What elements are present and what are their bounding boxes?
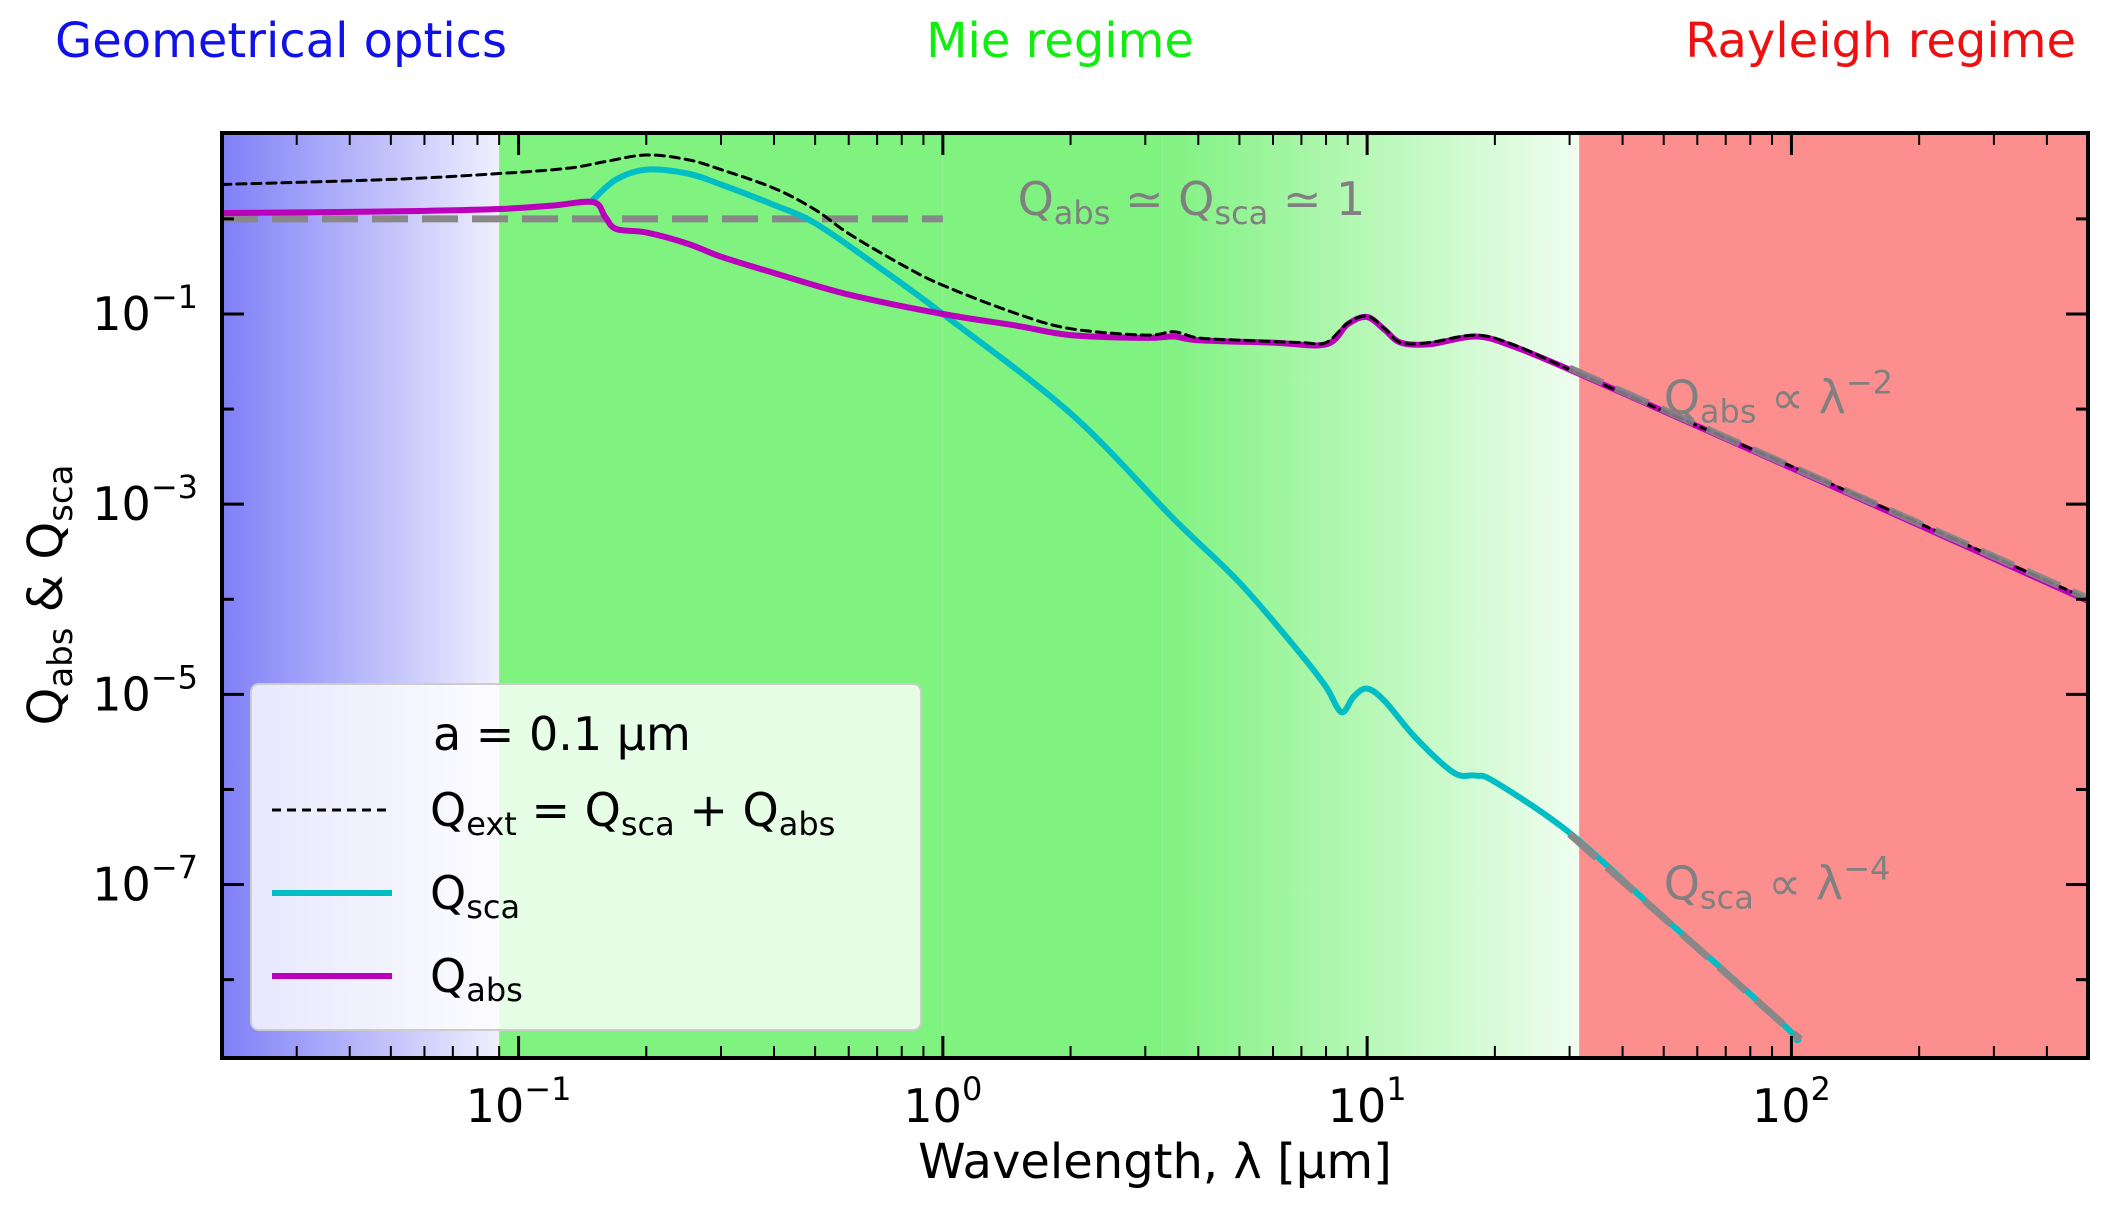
band-mie	[1162, 133, 1580, 1058]
asymptote-abs-overlay	[1568, 364, 2088, 602]
legend-title: a = 0.1 μm	[433, 707, 691, 761]
legend-box	[250, 683, 922, 1031]
legend-entry-qabs: Qabs	[430, 949, 523, 1009]
regime-bands	[222, 133, 2088, 1058]
mie-regime-label: Mie regime	[926, 13, 1194, 69]
series-qsca	[590, 166, 1802, 1044]
y-tick-label: 10−7	[92, 849, 198, 912]
data-series	[222, 153, 2088, 1044]
x-axis-label: Wavelength, λ [μm]	[918, 1134, 1392, 1190]
legend-entry-qext: Qext = Qsca + Qabs	[430, 783, 835, 843]
geometrical-optics-label: Geometrical optics	[55, 13, 507, 69]
x-tick-label: 101	[1328, 1070, 1407, 1133]
band-rayleigh	[1579, 133, 2088, 1058]
y-tick-label: 10−5	[92, 658, 198, 721]
rayleigh-regime-label: Rayleigh regime	[1685, 13, 2076, 69]
y-tick-label: 10−3	[92, 468, 198, 531]
x-tick-label: 100	[903, 1070, 982, 1133]
annotation-unity: Qabs ≃ Qsca ≃ 1	[1018, 172, 1366, 232]
y-tick-label: 10−1	[92, 278, 198, 341]
y-axis-label: Qabs & Qsca	[18, 465, 81, 726]
annotation-abs-slope: Qabs ∝ λ−2	[1664, 363, 1893, 430]
x-tick-label: 102	[1752, 1070, 1831, 1133]
asymptote-sca-overlay	[1567, 831, 1803, 1043]
plot-frame	[220, 131, 2090, 1060]
legend: a = 0.1 μm Qext = Qsca + Qabs Qsca Qabs	[250, 683, 922, 1031]
x-tick-label: 10−1	[466, 1070, 572, 1133]
annotation-sca-slope: Qsca ∝ λ−4	[1664, 849, 1891, 916]
band-mie	[942, 133, 1163, 1058]
legend-entry-qsca: Qsca	[430, 866, 520, 926]
